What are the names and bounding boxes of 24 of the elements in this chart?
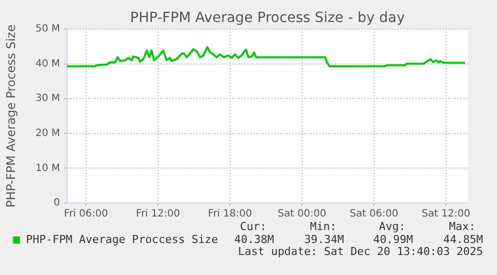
- y-tick-label: 40 M: [35, 58, 60, 70]
- chart-title: PHP-FPM Average Process Size - by day: [130, 10, 405, 26]
- y-tick-label: 0: [54, 198, 60, 209]
- text: 40.38M: [234, 232, 274, 246]
- y-tick-label: 10 M: [35, 162, 60, 174]
- text: Min:: [310, 220, 336, 233]
- text: Last update: Sat Dec 20 13:40:03 2025: [238, 244, 483, 258]
- y-tick-label: 50 M: [35, 24, 60, 35]
- x-tick-label: Sat 00:00: [278, 208, 326, 220]
- x-tick-label: Fri 06:00: [64, 208, 108, 220]
- y-tick-label: 20 M: [35, 128, 60, 139]
- y-axis-title: PHP-FPM Average Process Size: [4, 24, 18, 208]
- text: 39.34M: [304, 232, 344, 246]
- text: 40.99M: [373, 232, 414, 246]
- x-tick-label: Fri 18:00: [208, 208, 252, 220]
- y-tick-label: 30 M: [35, 93, 60, 104]
- text: Avg:: [379, 220, 406, 233]
- legend-label: PHP-FPM Average Proccess Size: [26, 232, 218, 246]
- text: Cur:: [240, 220, 266, 233]
- text: 44.85M: [443, 232, 484, 246]
- x-tick-label: Sat 12:00: [422, 208, 470, 220]
- x-tick-label: Fri 12:00: [136, 208, 180, 220]
- x-tick-label: Sat 06:00: [350, 208, 398, 220]
- text: Max:: [449, 220, 476, 233]
